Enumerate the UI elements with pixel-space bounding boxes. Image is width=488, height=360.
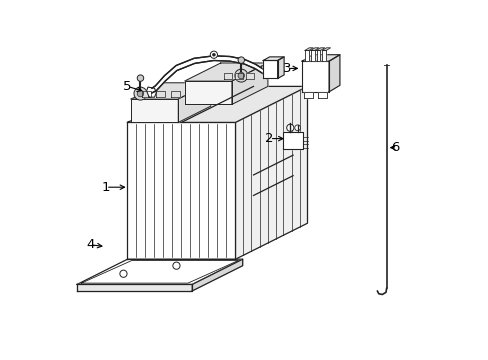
Polygon shape <box>305 50 308 61</box>
Polygon shape <box>178 83 210 122</box>
Polygon shape <box>263 57 284 60</box>
Text: 3: 3 <box>283 62 291 75</box>
Polygon shape <box>184 81 231 104</box>
Polygon shape <box>235 86 307 259</box>
Circle shape <box>134 87 146 100</box>
Polygon shape <box>77 284 192 291</box>
Polygon shape <box>231 63 267 104</box>
Circle shape <box>294 125 300 131</box>
Polygon shape <box>305 48 313 50</box>
Polygon shape <box>283 132 303 149</box>
Polygon shape <box>316 48 324 50</box>
Polygon shape <box>146 87 156 97</box>
Circle shape <box>210 51 217 58</box>
Polygon shape <box>127 86 307 122</box>
Polygon shape <box>131 83 210 99</box>
Polygon shape <box>152 56 266 93</box>
Polygon shape <box>142 91 151 97</box>
Circle shape <box>137 75 143 81</box>
Polygon shape <box>277 57 284 78</box>
Circle shape <box>238 72 244 79</box>
Polygon shape <box>235 73 243 79</box>
Text: 5: 5 <box>123 80 131 93</box>
Text: 2: 2 <box>265 132 273 145</box>
Circle shape <box>234 69 247 82</box>
Polygon shape <box>310 48 318 50</box>
Polygon shape <box>224 73 232 79</box>
Polygon shape <box>317 92 326 98</box>
Polygon shape <box>170 91 179 97</box>
Polygon shape <box>127 122 235 259</box>
Polygon shape <box>302 61 328 92</box>
Text: 4: 4 <box>86 238 94 251</box>
Polygon shape <box>302 55 339 61</box>
Circle shape <box>212 53 215 56</box>
Circle shape <box>286 124 293 131</box>
Text: 6: 6 <box>391 141 399 154</box>
Circle shape <box>137 90 143 97</box>
Polygon shape <box>322 48 330 50</box>
Polygon shape <box>192 259 242 291</box>
Polygon shape <box>131 99 178 122</box>
Text: 1: 1 <box>102 181 110 194</box>
Polygon shape <box>184 63 267 81</box>
Polygon shape <box>263 60 277 78</box>
Circle shape <box>238 57 244 63</box>
Polygon shape <box>156 91 165 97</box>
Polygon shape <box>316 50 320 61</box>
Polygon shape <box>77 259 242 284</box>
Polygon shape <box>328 55 339 92</box>
Polygon shape <box>310 50 314 61</box>
Polygon shape <box>322 50 325 61</box>
Polygon shape <box>245 73 253 79</box>
Polygon shape <box>303 92 312 98</box>
